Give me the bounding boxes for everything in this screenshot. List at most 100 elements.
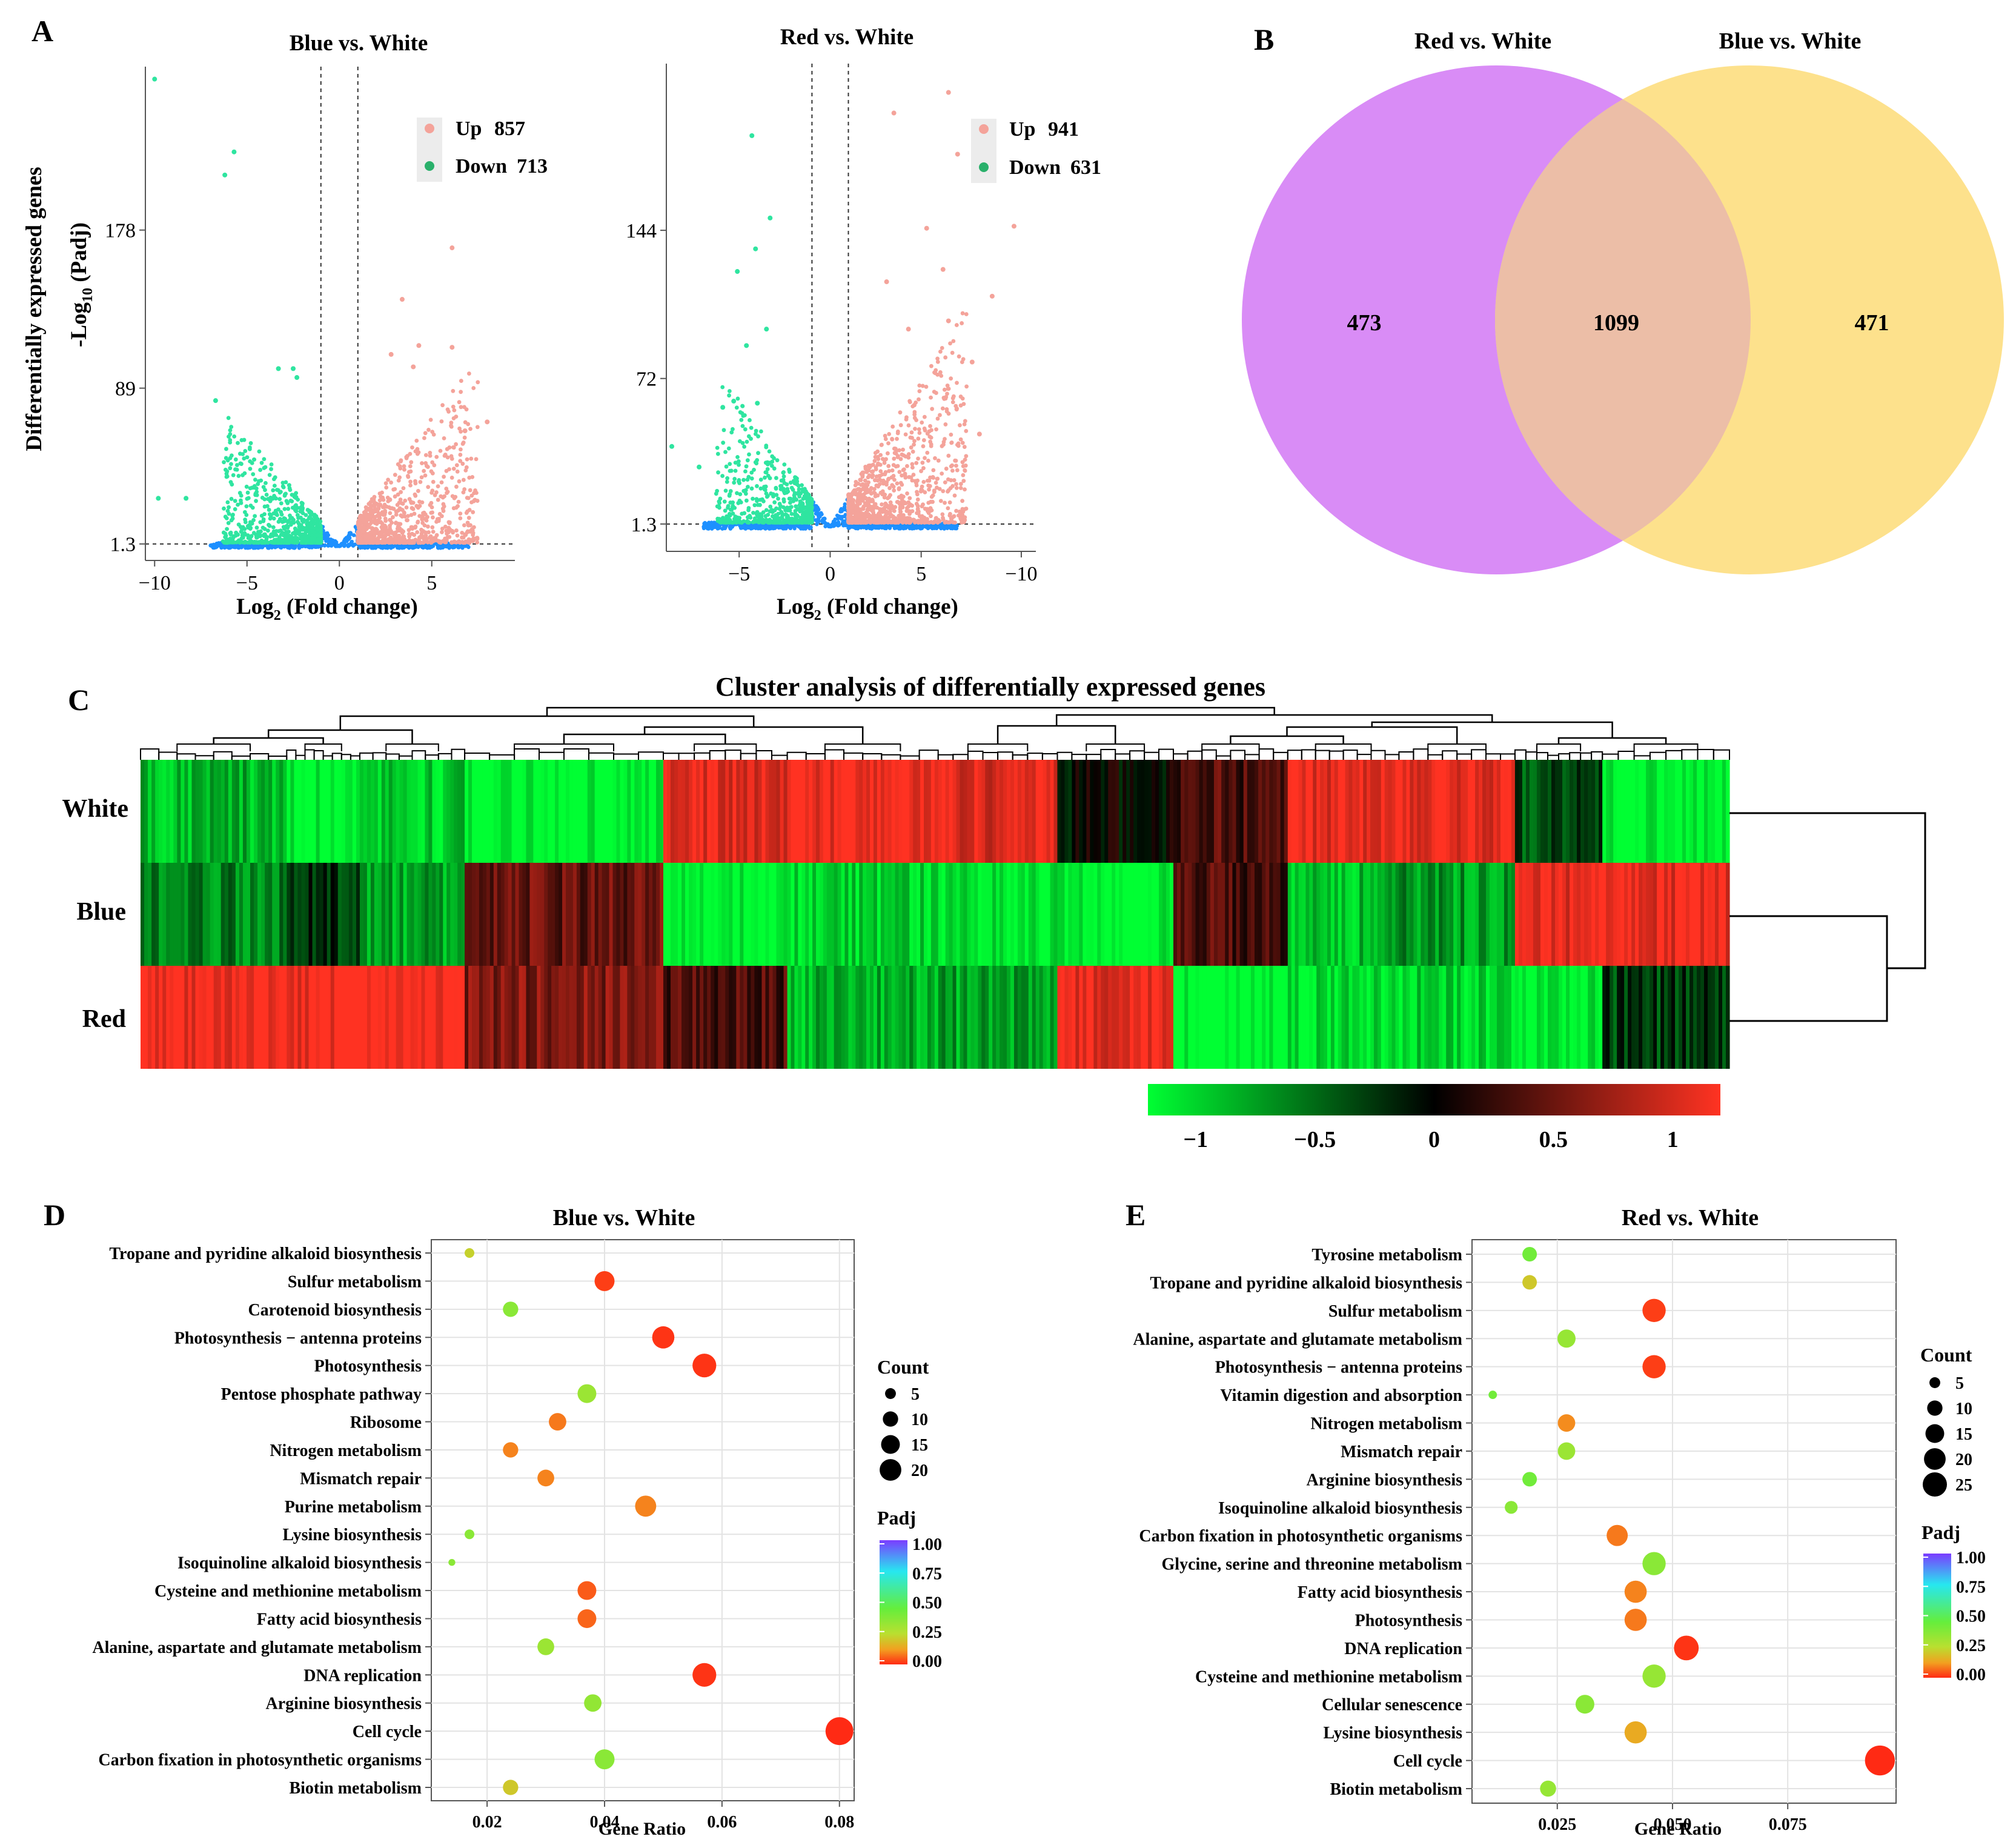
volcano-red-point-down [740, 404, 744, 408]
volcano-red-point-down [744, 439, 749, 444]
volcano-red-point-up [938, 350, 943, 354]
volcano-red-point-down [723, 508, 728, 513]
volcano-red-point-up [927, 434, 932, 439]
volcano-blue-point-up [403, 498, 408, 503]
heatmap-cell [231, 760, 236, 863]
volcano-blue-point-up [485, 419, 490, 425]
volcano-red-point-up [925, 431, 930, 436]
dendrogram-branch [313, 750, 324, 760]
volcano-red-point-up [869, 491, 874, 496]
volcano-red-point-down [715, 504, 720, 509]
volcano-red-point-down [791, 487, 795, 492]
volcano-blue-point-up [460, 535, 464, 540]
volcano-red-point-ns [941, 525, 945, 530]
volcano-blue-point-down [287, 530, 291, 534]
volcano-red-point-down [764, 494, 769, 499]
volcano-red-point-up [874, 474, 879, 479]
volcano-blue-point-up [408, 479, 413, 484]
dendrogram-branch [331, 753, 342, 760]
volcano-blue-legend-down-count: 713 [517, 155, 548, 178]
volcano-blue-point-up [377, 513, 382, 517]
volcano-red-point-up [866, 490, 870, 494]
volcano-blue-point-down [276, 537, 281, 542]
heatmap-cell [155, 966, 159, 1069]
dendrogram-branch [514, 748, 540, 760]
volcano-red-point-up [929, 364, 933, 368]
dendrogram-branch [771, 754, 788, 760]
volcano-blue-point-up [458, 516, 463, 520]
volcano-red-point-up [897, 486, 901, 491]
dendrogram-branch [1413, 748, 1429, 760]
heatmap-cell [195, 966, 200, 1069]
dendrogram-branch [1665, 750, 1683, 760]
volcano-red-point-up [894, 447, 898, 451]
volcano-blue-point-up [359, 525, 363, 530]
volcano-red-point-down [754, 497, 759, 502]
volcano-red-point-up [927, 520, 932, 525]
volcano-blue-point-ns [316, 544, 320, 549]
dendrogram-branch [1547, 754, 1559, 760]
volcano-red-point-up [935, 372, 940, 377]
volcano-blue-point-down [213, 398, 218, 404]
volcano-blue-point-down [310, 525, 315, 530]
heatmap-cell [341, 760, 346, 863]
volcano-red-point-ns [716, 523, 721, 528]
volcano-red-point-down [781, 497, 786, 502]
volcano-red-point-up [961, 473, 966, 477]
heatmap-cell [148, 760, 152, 863]
volcano-red-point-up [943, 355, 948, 360]
volcano-red-point-down [784, 482, 789, 487]
volcano-red-point-up [911, 473, 916, 477]
heatmap-cell [345, 863, 350, 966]
volcano-blue-point-up [471, 537, 476, 542]
volcano-red-point-down [729, 468, 734, 473]
dendrogram-branch [1328, 750, 1344, 760]
volcano-red-point-down [718, 520, 723, 525]
volcano-blue-point-up [462, 487, 467, 491]
volcano-red-point-up [917, 427, 921, 431]
volcano-blue-point-down [282, 507, 287, 511]
volcano-red-xtick-label: 5 [916, 563, 926, 585]
volcano-red-point-ns [846, 526, 850, 530]
volcano-blue-point-up [459, 405, 463, 410]
heatmap-cell [191, 863, 196, 966]
volcano-blue-point-up [458, 540, 463, 545]
volcano-red-point-up [878, 469, 883, 474]
volcano-red-point-down [715, 445, 720, 450]
volcano-blue-point-up [425, 514, 429, 519]
heatmap-cell [301, 966, 306, 1069]
volcano-red-point-up [900, 482, 904, 487]
volcano-blue-point-up [387, 536, 392, 541]
dendrogram-branch [1158, 748, 1174, 760]
volcano-blue-point-up [409, 460, 414, 465]
volcano-blue-point-up [418, 480, 423, 484]
dendrogram-branch [1557, 737, 1667, 744]
volcano-red-point-up [946, 318, 951, 324]
volcano-blue-point-ns [229, 545, 233, 550]
volcano-red-point-down [809, 510, 814, 515]
volcano-red-point-ns [841, 523, 846, 528]
volcano-blue-point-up [448, 520, 452, 525]
volcano-red-point-down [735, 454, 740, 459]
dendrogram-branch [1536, 743, 1582, 751]
heatmap-title: Cluster analysis of differentially expre… [715, 672, 1265, 702]
volcano-blue-point-up [416, 488, 420, 493]
volcano-blue-point-up [449, 245, 455, 251]
heatmap-cell [184, 966, 189, 1069]
volcano-red-point-down [805, 494, 810, 499]
volcano-red-point-up [884, 279, 889, 285]
volcano-blue-point-up [436, 484, 440, 489]
volcano-red-point-up [950, 463, 955, 468]
volcano-blue-point-up [449, 420, 454, 425]
volcano-red-point-up [938, 370, 943, 374]
volcano-blue-point-down [228, 480, 233, 485]
volcano-red-point-up [948, 511, 952, 516]
volcano-blue-point-down [283, 492, 287, 497]
volcano-red-point-ns [742, 523, 746, 528]
volcano-blue-point-up [396, 462, 400, 467]
volcano-blue-point-down [225, 500, 230, 505]
volcano-blue-point-down [262, 497, 267, 502]
dendrogram-branch [1442, 750, 1458, 760]
volcano-red-point-ns [901, 525, 906, 530]
